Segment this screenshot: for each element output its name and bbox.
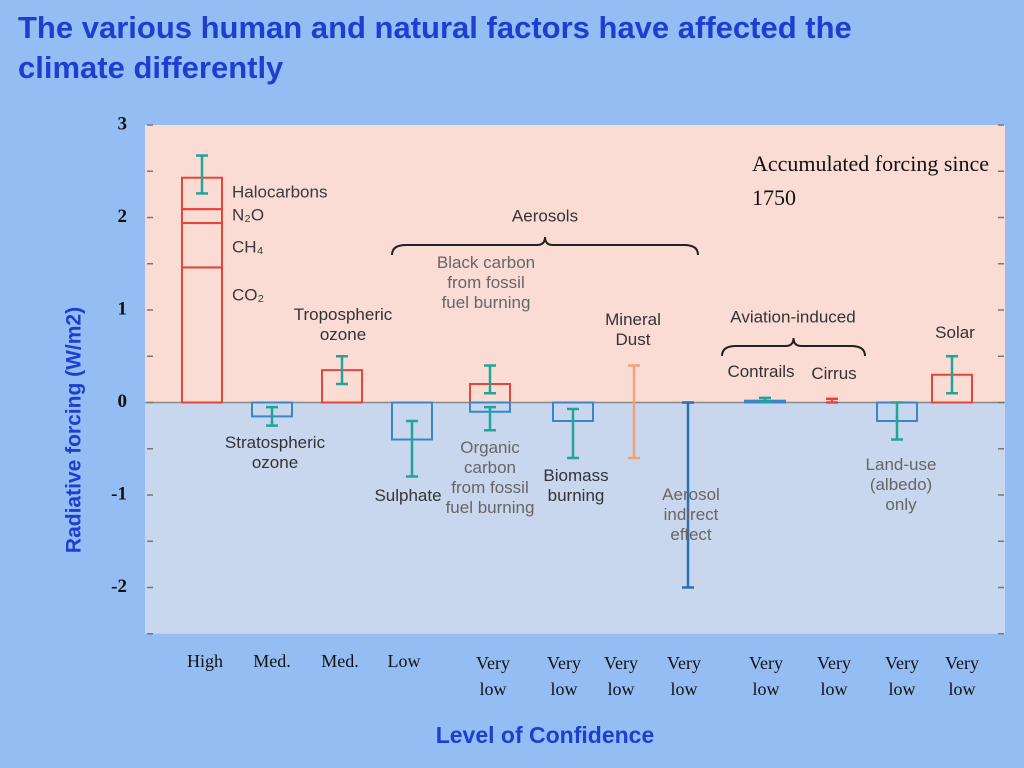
factor-label: Stratospheric ozone [224,433,326,472]
confidence-label: Very low [604,653,638,699]
y-tick-label: 3 [118,113,128,134]
factor-label: Tropospheric ozone [293,305,393,344]
y-tick-label: 1 [118,298,128,319]
x-axis-label: Level of Confidence [435,722,655,748]
group-brace [391,236,699,256]
factor-label: Cirrus [811,364,857,383]
y-tick-label: -1 [111,483,127,504]
group-label: Aerosols [512,206,578,225]
segment-label: N₂O [232,205,264,224]
segment-label: Halocarbons [232,182,327,201]
segment-label: CO₂ [232,285,264,304]
y-tick-label: 2 [118,206,128,227]
factor-label: Biomass burning [543,466,609,505]
confidence-label: Low [387,651,421,671]
y-tick-label: -2 [111,576,127,597]
confidence-label: Med. [253,651,291,671]
confidence-label: High [187,651,223,671]
factor-label: Black carbon from fossil fuel burning [436,253,536,312]
factor-label: Mineral Dust [605,310,661,349]
confidence-label: Very low [476,653,510,699]
annotation: Accumulated forcing since 1750 [752,151,990,210]
confidence-label: Very low [667,653,701,699]
title: The various human and natural factors ha… [18,10,852,85]
group-label: Aviation-induced [730,307,855,326]
factor-label: Contrails [727,362,795,381]
group-brace [721,337,866,357]
factor-label: Aerosol indirect effect [662,485,720,544]
factor-label: Solar [935,323,975,342]
confidence-label: Very low [749,653,783,699]
confidence-label: Very low [547,653,581,699]
confidence-label: Very low [885,653,919,699]
y-tick-label: 0 [118,391,128,412]
factor-label: Sulphate [374,486,442,505]
confidence-label: Very low [817,653,851,699]
segment-label: CH₄ [232,237,264,256]
plot-bg-negative [145,402,1005,634]
y-axis-label: Radiative forcing (W/m2) [63,307,86,553]
confidence-label: Very low [945,653,979,699]
plot-bg-positive [145,125,1005,403]
factor-label: Organic carbon from fossil fuel burning [445,438,535,517]
factor-label: Land-use (albedo) only [865,455,937,514]
confidence-label: Med. [321,651,359,671]
